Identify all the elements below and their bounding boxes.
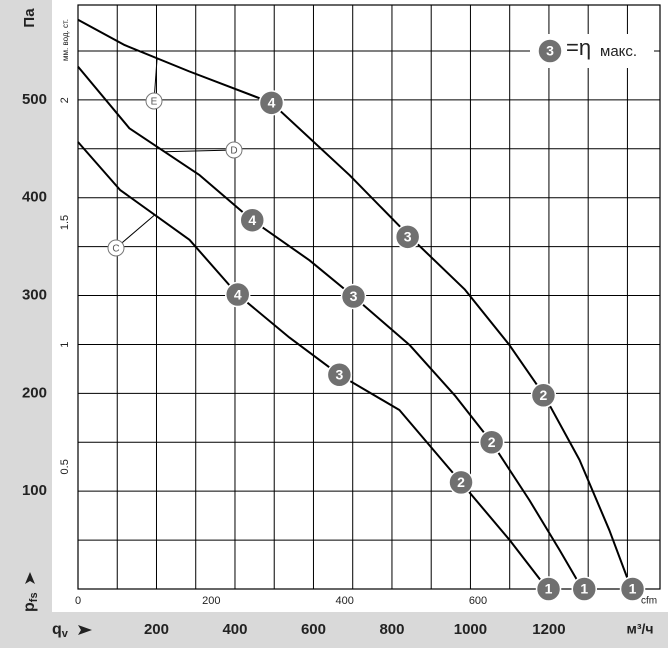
y-tick-label: 400	[22, 189, 47, 206]
y-axis-band	[0, 0, 52, 612]
operating-point-label: 2	[457, 474, 465, 490]
operating-point	[478, 429, 505, 456]
curve-name-marker	[145, 92, 163, 110]
y-unit: Па	[21, 8, 38, 28]
operating-point	[448, 469, 474, 496]
operating-point	[224, 281, 251, 308]
curve	[77, 18, 633, 590]
legend: 3 =η макс.	[530, 34, 654, 68]
operating-point	[326, 362, 353, 388]
curve-name: E	[151, 97, 158, 108]
operating-point	[394, 224, 421, 250]
curve-name: D	[230, 146, 237, 157]
operating-point-label: 4	[248, 212, 256, 228]
x-tick-label: 400	[222, 621, 247, 638]
x2-tick-label: 600	[469, 595, 487, 607]
x-symbol-text: qv	[52, 621, 69, 640]
legend-marker	[537, 38, 563, 64]
y2-tick-label: 1.5	[59, 215, 71, 230]
operating-point	[340, 283, 367, 310]
operating-point	[530, 382, 557, 409]
operating-point-label: 3	[335, 366, 343, 382]
x-tick-label: 200	[144, 621, 169, 638]
operating-point	[239, 207, 265, 233]
operating-point	[258, 90, 285, 116]
operating-point-label: 4	[268, 95, 276, 111]
plot: 100 200 300 400 500 0.5 1 1.5 2 200 400 600 800 1000 1…	[22, 4, 661, 638]
operating-point-label: 2	[488, 434, 496, 450]
y-symbol-text: pfs	[21, 592, 40, 612]
operating-point	[535, 576, 562, 602]
x2-tick-label: 400	[335, 595, 353, 607]
curve-name-marker	[225, 141, 243, 159]
x-tick-label: 600	[301, 621, 326, 638]
plot-frame	[77, 4, 661, 590]
curve-name: C	[112, 244, 119, 255]
x-unit: м³/ч	[626, 621, 653, 637]
x-tick-label: 1200	[532, 621, 565, 638]
legend-symbol: =η	[566, 35, 591, 60]
operating-point-label: 1	[629, 581, 637, 597]
arrow	[25, 572, 35, 584]
operating-point-label: 3	[404, 229, 412, 245]
operating-point-label: 2	[540, 387, 548, 403]
x-tick-label: 1000	[454, 621, 487, 638]
y-symbol: pfs	[21, 572, 40, 612]
x-axis-band	[0, 612, 668, 648]
x-symbol-sub: v	[62, 628, 69, 640]
curve	[77, 141, 549, 590]
y2-unit: мм. вод. ст.	[61, 19, 70, 61]
operating-point	[571, 576, 598, 602]
x-tick-label: 800	[379, 621, 404, 638]
y2-tick-label: 2	[59, 97, 71, 103]
operating-point-label: 4	[234, 286, 242, 302]
x2-unit: cfm	[641, 596, 657, 607]
x-symbol: qv	[52, 621, 92, 640]
leader-line	[164, 149, 235, 153]
y-tick-label: 100	[22, 482, 47, 499]
legend-marker-label: 3	[546, 43, 554, 59]
x-symbol-main: q	[52, 621, 62, 638]
y-symbol-main: p	[21, 602, 38, 612]
x2-tick-label: 0	[75, 595, 81, 607]
curve-name-marker	[107, 239, 125, 257]
operating-point	[619, 576, 646, 602]
legend-text: макс.	[600, 43, 637, 60]
y-symbol-sub: fs	[28, 592, 40, 602]
y-tick-label: 500	[22, 91, 47, 108]
y-tick-label: 200	[22, 384, 47, 401]
curve	[77, 65, 584, 590]
operating-point-label: 1	[580, 581, 588, 597]
operating-point-label: 1	[545, 581, 553, 597]
arrow	[78, 625, 92, 635]
y-tick-label: 300	[22, 287, 47, 304]
x2-tick-label: 200	[202, 595, 220, 607]
operating-point-label: 3	[350, 288, 358, 304]
y2-tick-label: 1	[59, 342, 71, 348]
y2-tick-label: 0.5	[59, 459, 71, 474]
